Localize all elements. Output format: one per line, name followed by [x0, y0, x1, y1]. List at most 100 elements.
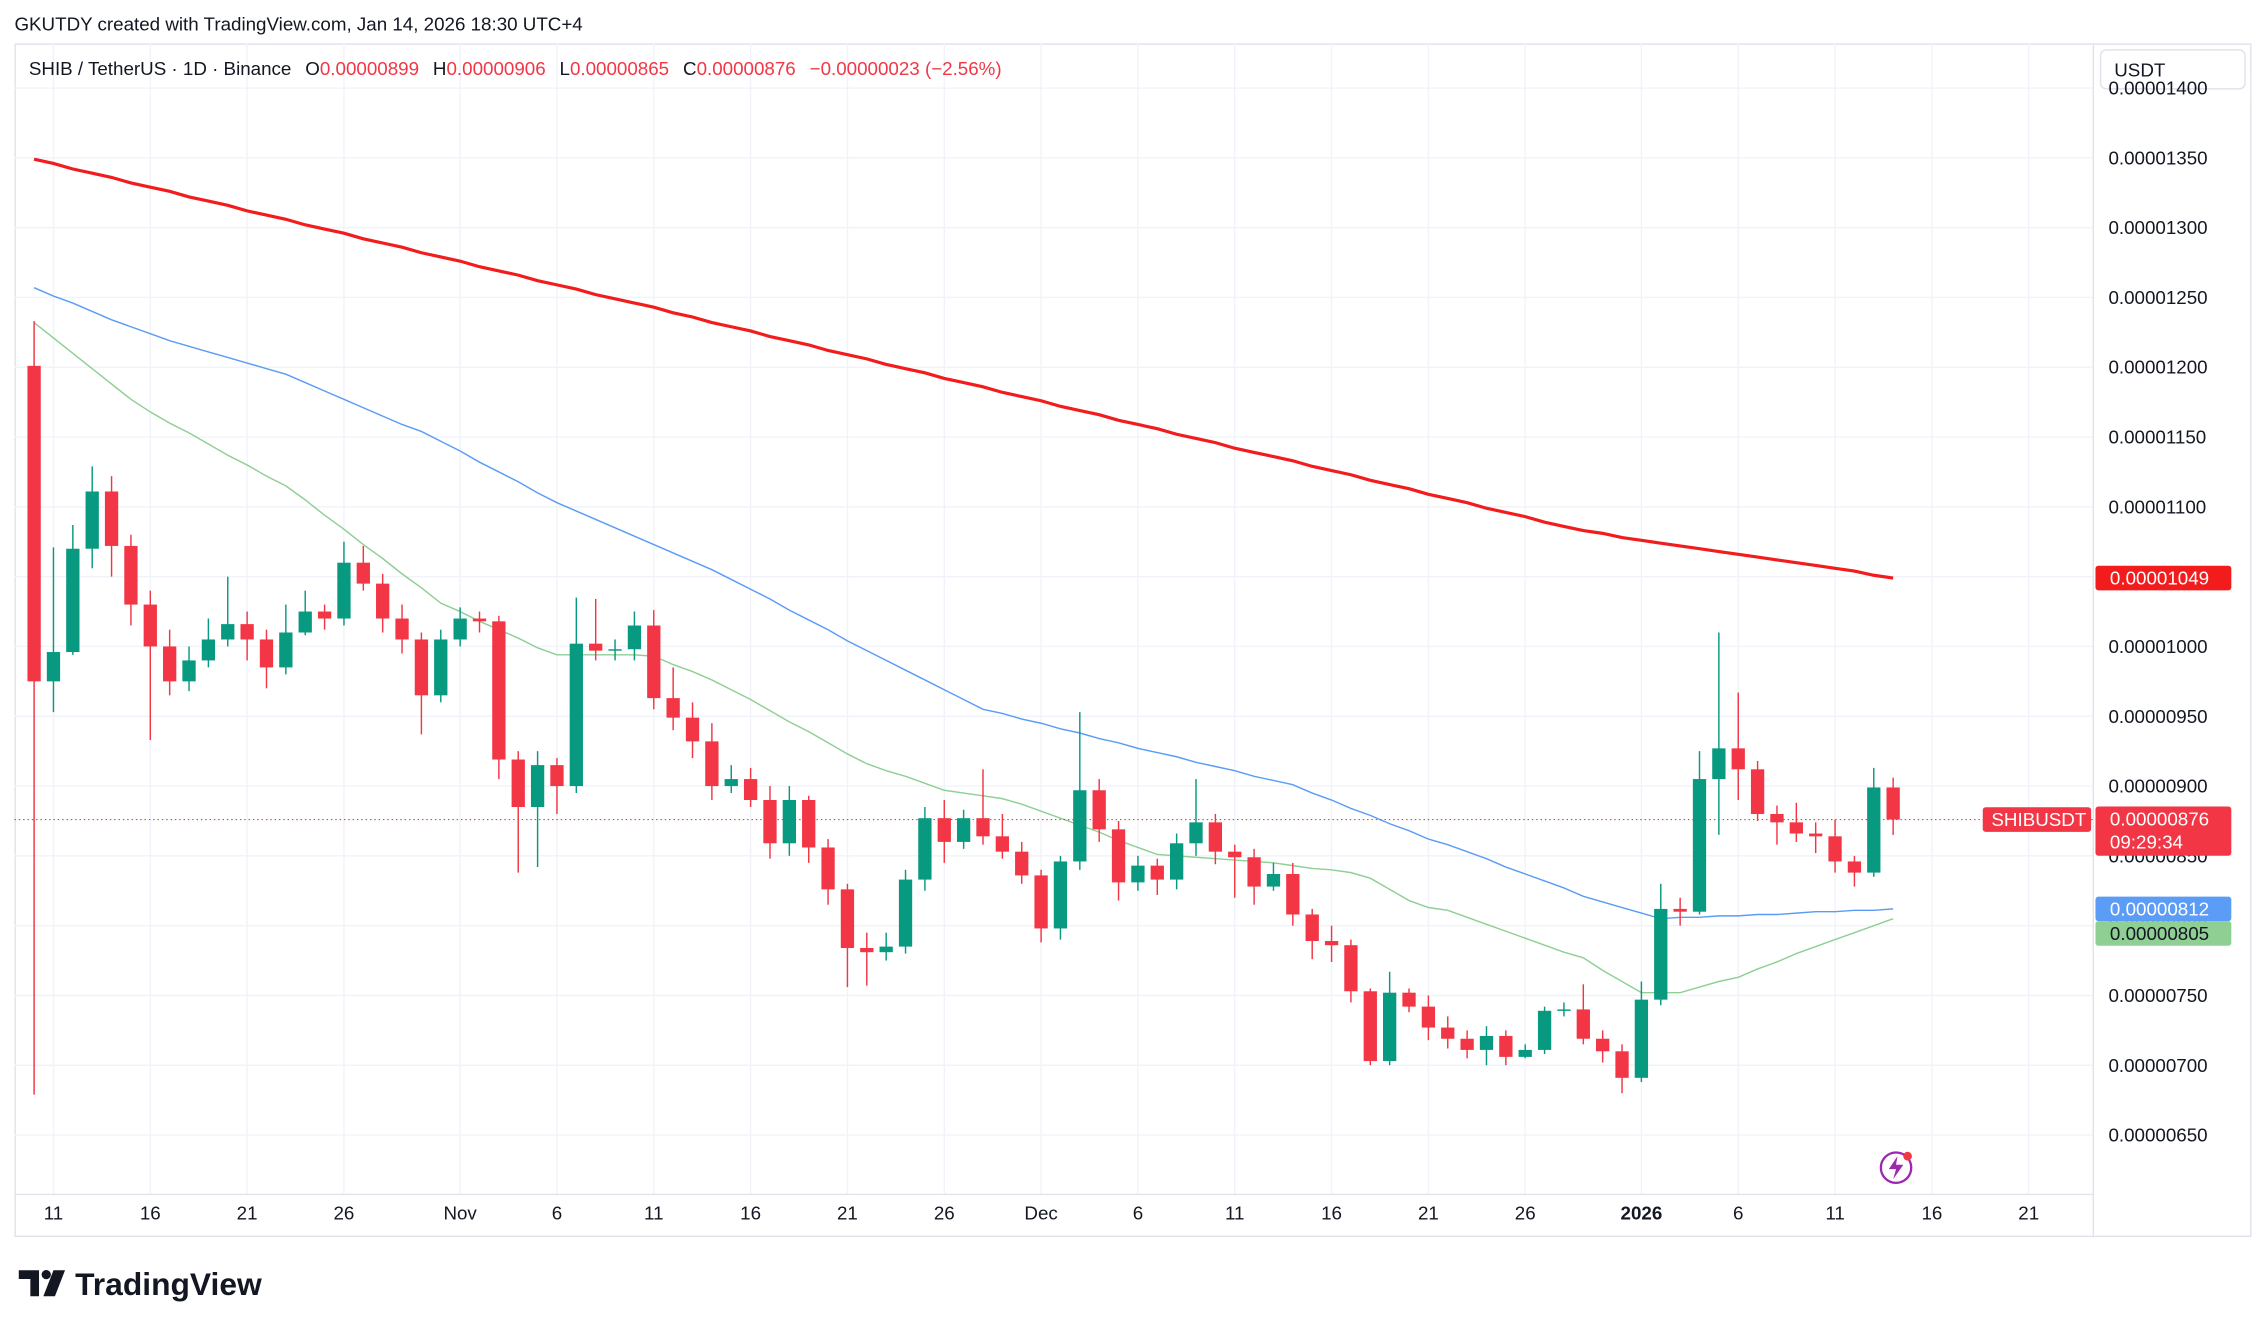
- ohlc-value: 0.00000876: [697, 58, 796, 79]
- ohlc-label: C: [683, 58, 697, 79]
- y-tick-label: 0.00001250: [2108, 287, 2207, 308]
- symbol-tag-label: SHIBUSDT: [1991, 809, 2086, 830]
- candle-body: [1731, 748, 1745, 770]
- alert-icon[interactable]: [1879, 1151, 1913, 1185]
- candle-body: [1150, 865, 1164, 880]
- ohlc-value: 0.00000899: [320, 58, 419, 79]
- change: −0.00000023 (−2.56%): [810, 58, 1002, 79]
- symbol-tag: [1982, 807, 2092, 832]
- ohlc-value: 0.00000865: [570, 58, 669, 79]
- candle-body: [1460, 1038, 1474, 1050]
- x-tick-label: 16: [140, 1203, 161, 1224]
- candle-body: [259, 639, 274, 668]
- candle-body: [976, 818, 990, 837]
- x-tick-label: 11: [1225, 1203, 1244, 1224]
- candle-body: [763, 800, 777, 844]
- candle-body: [1189, 822, 1203, 844]
- candle-body: [1809, 833, 1823, 837]
- alert-bolt[interactable]: [1888, 1156, 1904, 1180]
- candle-body: [201, 639, 216, 661]
- candle-body: [1169, 843, 1184, 880]
- candle-body: [802, 800, 816, 848]
- y-tick-label: 0.00001300: [2108, 217, 2207, 238]
- candle-body: [1828, 836, 1842, 862]
- x-tick-label: 6: [552, 1203, 562, 1224]
- candle-body: [647, 625, 661, 699]
- candle-body: [1383, 992, 1397, 1062]
- candle-body: [1750, 769, 1765, 814]
- x-tick-label: 16: [1321, 1203, 1342, 1224]
- candle-body: [124, 545, 138, 605]
- candle-body: [995, 836, 1010, 852]
- candle-body: [569, 643, 583, 787]
- frame: [14, 43, 2252, 1238]
- candle-body: [608, 649, 622, 651]
- symbol: SHIB / TetherUS · 1D · Binance: [29, 58, 291, 79]
- price-tag-label: 0.00001049: [2110, 568, 2209, 589]
- candle-body: [743, 779, 758, 801]
- candle-body: [1402, 992, 1416, 1007]
- candle-body: [705, 741, 719, 787]
- candle-body: [782, 800, 796, 844]
- candle-body: [1518, 1049, 1532, 1057]
- candle-body: [1692, 779, 1707, 912]
- x-tick-label: 26: [334, 1203, 355, 1224]
- x-tick-label: 11: [44, 1203, 63, 1224]
- alert-dot: [1903, 1151, 1912, 1161]
- ohlc-label: H: [433, 58, 447, 79]
- x-tick-label: Dec: [1024, 1203, 1057, 1224]
- x-tick-label: 16: [1921, 1203, 1942, 1224]
- candle-body: [85, 491, 99, 549]
- moving-average-line: [33, 287, 1894, 920]
- logo-part: [18, 1270, 40, 1297]
- candle-body: [472, 618, 487, 622]
- currency[interactable]: USDT: [2114, 60, 2166, 81]
- candle-body: [1479, 1035, 1494, 1050]
- price-tag-label: 0.00000805: [2110, 923, 2209, 944]
- candle-body: [1557, 1009, 1571, 1011]
- y-tick-label: 0.00001100: [2108, 496, 2206, 517]
- y-tick-label: 0.00000900: [2108, 776, 2207, 797]
- candle-body: [1073, 790, 1087, 862]
- price-tag-label: 0.00000876: [2110, 808, 2209, 829]
- candle-body: [1847, 861, 1862, 873]
- candle-body: [1131, 865, 1145, 883]
- price-tag: [2095, 921, 2232, 946]
- candle-body: [860, 947, 874, 953]
- candle-body: [66, 548, 80, 653]
- candle-body: [589, 643, 603, 651]
- candle-body: [685, 717, 700, 742]
- candle-body: [163, 646, 177, 682]
- candle-body: [1770, 813, 1784, 823]
- candle-body: [1654, 908, 1668, 1000]
- logo-part: [41, 1270, 51, 1280]
- candle-body: [1266, 874, 1281, 887]
- candle-body: [898, 879, 913, 947]
- candle-body: [1324, 941, 1339, 946]
- alert-ring[interactable]: [1879, 1151, 1913, 1185]
- candle-body: [1034, 875, 1048, 929]
- brand: TradingView: [75, 1266, 262, 1302]
- currency-button[interactable]: [2099, 49, 2246, 90]
- candle-body: [627, 625, 642, 650]
- candle-body: [240, 624, 254, 640]
- y-tick-label: 0.00000750: [2108, 985, 2207, 1006]
- candle-body: [1228, 851, 1242, 858]
- candle-body: [1111, 829, 1126, 883]
- logo-part: [43, 1270, 66, 1297]
- candle-body: [414, 639, 429, 696]
- candle-body: [530, 765, 545, 807]
- candle-body: [666, 698, 680, 718]
- candle-body: [1286, 874, 1300, 915]
- candle-body: [937, 818, 951, 842]
- moving-average-line: [33, 157, 1894, 580]
- price-tag: [2095, 896, 2232, 922]
- candle-body: [1421, 1006, 1436, 1028]
- candle-body: [395, 618, 409, 640]
- x-tick-label: 16: [740, 1203, 761, 1224]
- x-tick-label: 21: [837, 1203, 858, 1224]
- candle-body: [1499, 1035, 1513, 1057]
